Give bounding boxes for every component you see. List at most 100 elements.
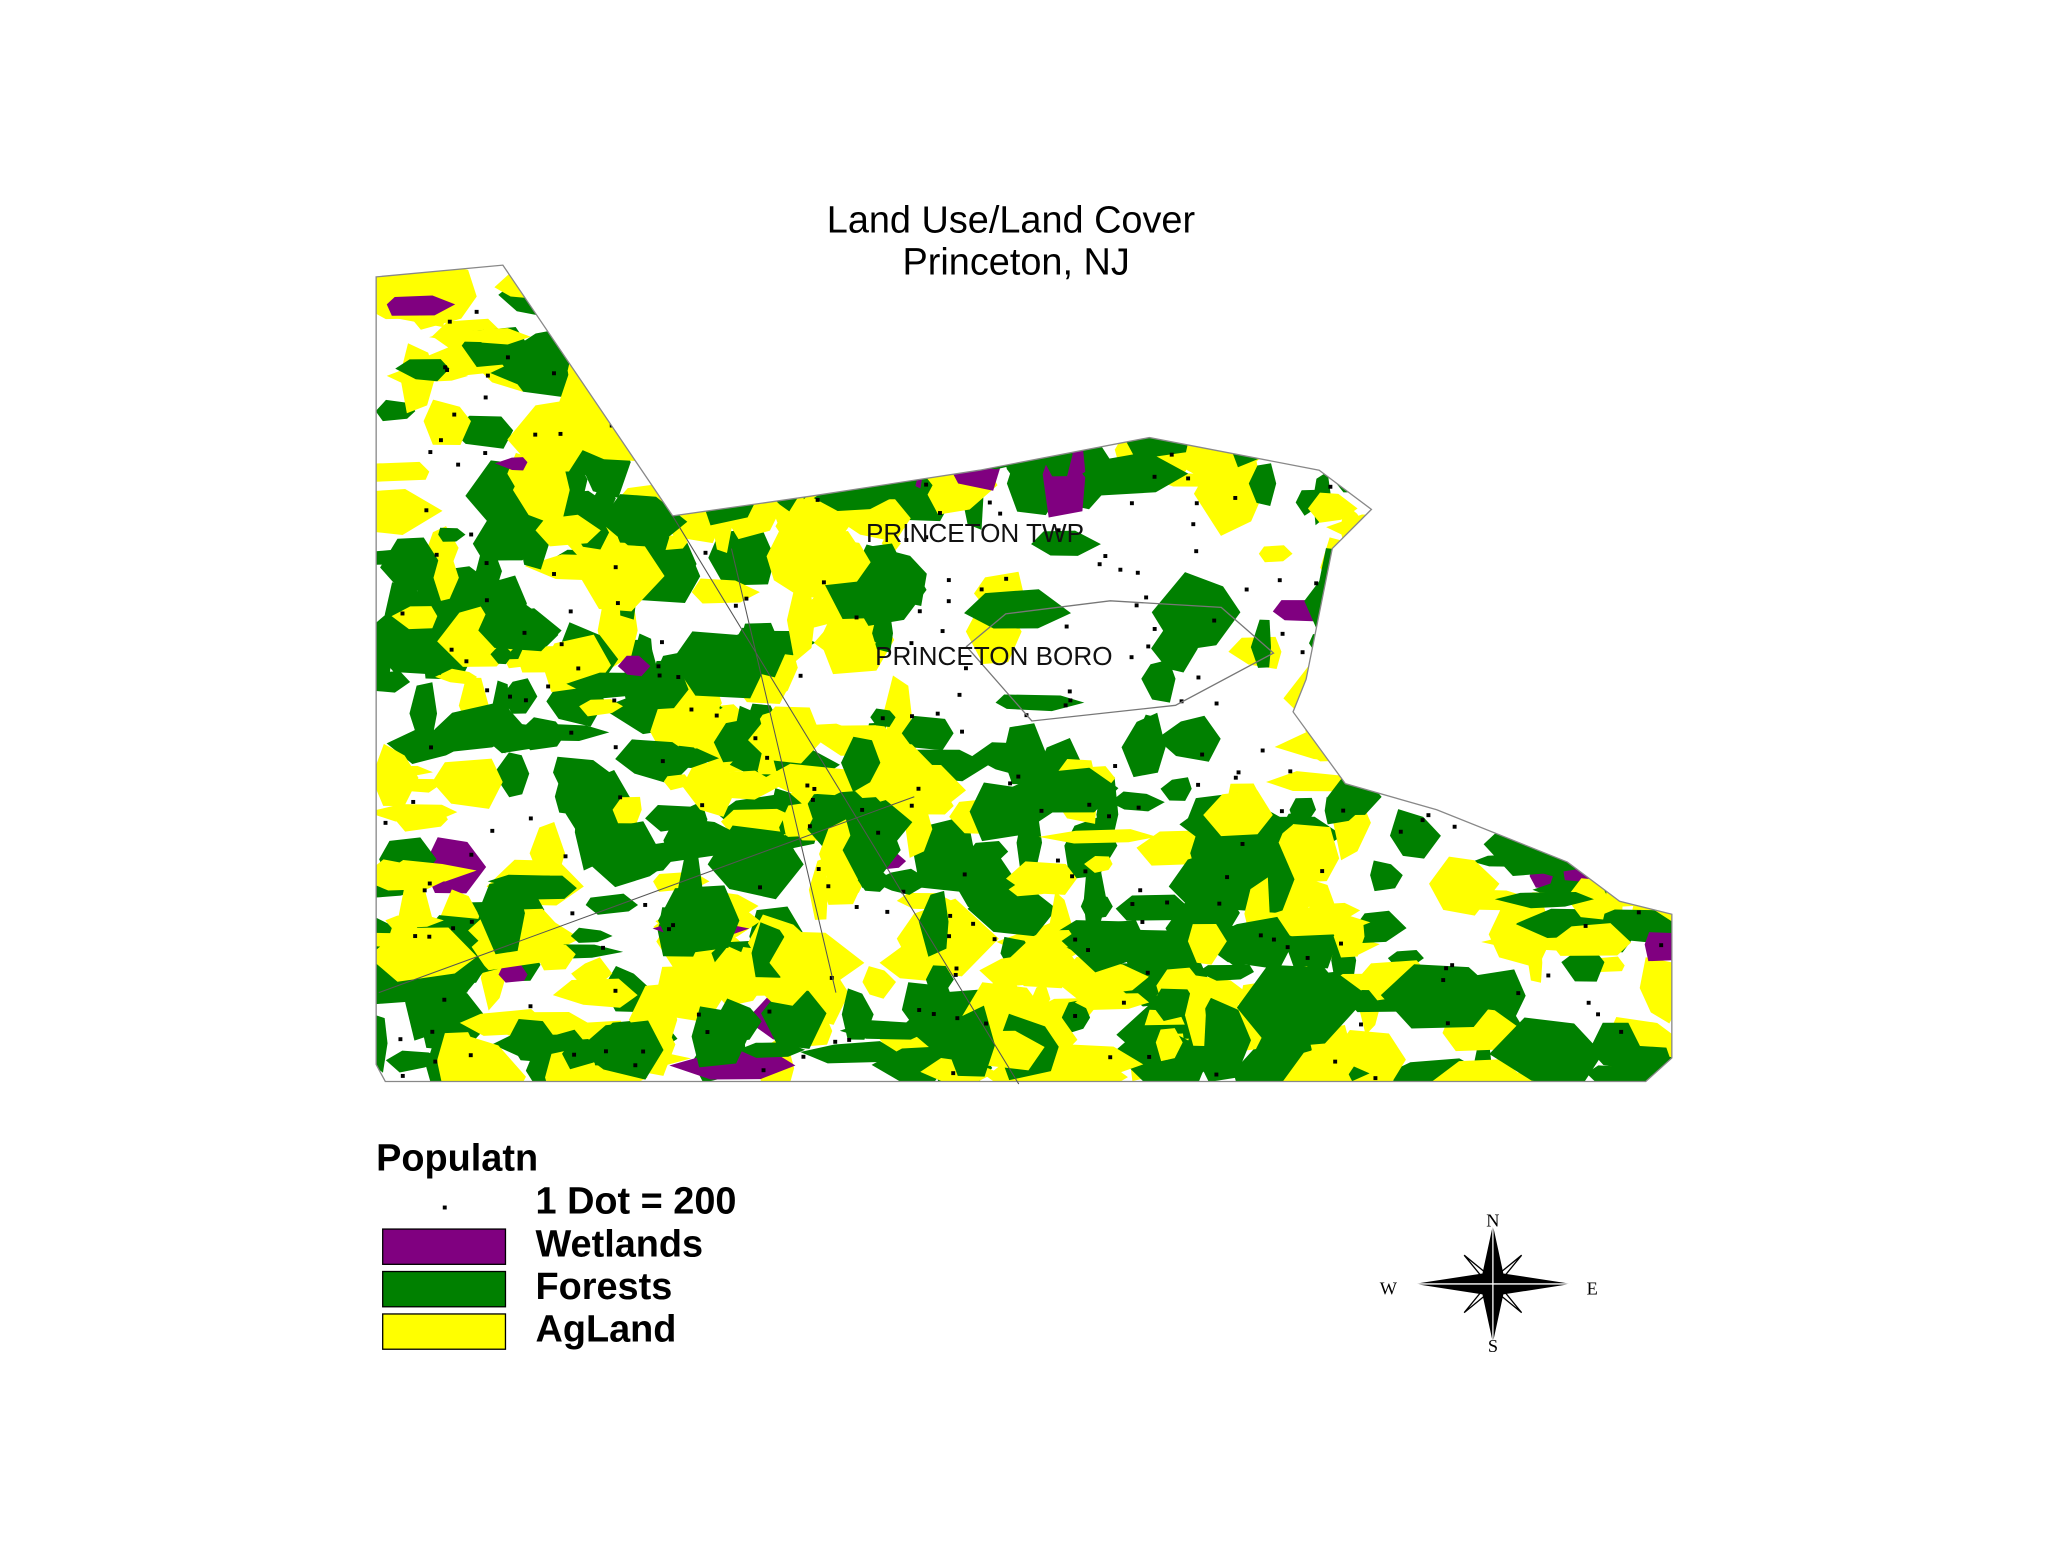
land-patch xyxy=(1611,1056,1672,1069)
population-dot xyxy=(1450,963,1455,968)
population-dot xyxy=(1268,279,1273,284)
population-dot xyxy=(533,432,538,437)
population-dot xyxy=(576,666,581,671)
population-dot xyxy=(1519,521,1523,526)
population-dot xyxy=(1179,699,1184,704)
population-dot xyxy=(909,803,914,808)
population-dot xyxy=(1445,541,1450,546)
population-dot xyxy=(987,500,992,505)
land-patch xyxy=(409,682,438,747)
land-patch xyxy=(1517,268,1539,340)
population-dot xyxy=(552,572,556,576)
land-patch xyxy=(1248,463,1277,506)
land-patch xyxy=(586,361,685,385)
land-patch xyxy=(653,334,780,404)
land-patch xyxy=(1059,956,1149,997)
land-patch xyxy=(1503,908,1522,927)
land-patch xyxy=(535,943,576,971)
population-dot xyxy=(1596,1012,1601,1017)
land-patch xyxy=(433,550,459,601)
land-patch xyxy=(682,761,738,817)
population-dot xyxy=(700,803,705,808)
population-dot xyxy=(1063,703,1068,708)
land-patch xyxy=(1115,894,1191,921)
population-dot xyxy=(806,371,811,375)
population-dot xyxy=(1028,365,1033,370)
land-patch xyxy=(1640,647,1672,690)
land-patch xyxy=(512,451,570,528)
population-dot xyxy=(1621,634,1626,639)
population-dot xyxy=(484,561,489,566)
population-dot xyxy=(960,729,964,734)
population-dot xyxy=(1528,702,1533,707)
land-patch xyxy=(1212,838,1295,914)
land-patch xyxy=(1640,564,1672,607)
land-patch xyxy=(376,489,443,535)
land-patch xyxy=(1258,545,1293,563)
population-dot xyxy=(1510,829,1514,833)
population-dot xyxy=(568,609,573,614)
population-dot xyxy=(1073,1014,1078,1018)
land-patch xyxy=(1380,645,1402,701)
population-dot xyxy=(1276,452,1281,457)
land-patch xyxy=(1371,602,1389,657)
population-dot xyxy=(469,919,474,924)
population-dot xyxy=(1073,937,1078,942)
land-patch xyxy=(552,978,638,1008)
land-patch xyxy=(611,325,708,376)
population-dot xyxy=(1087,802,1092,807)
population-dot xyxy=(505,355,510,360)
population-dot xyxy=(474,309,479,314)
land-patch xyxy=(1413,581,1444,624)
land-patch xyxy=(376,461,430,482)
land-patch xyxy=(1334,420,1364,470)
land-patch xyxy=(654,338,687,362)
population-dot xyxy=(1211,298,1216,303)
population-dot xyxy=(1659,603,1664,608)
population-dot xyxy=(613,565,618,570)
land-patch xyxy=(808,857,828,920)
land-patch xyxy=(1188,382,1268,451)
land-patch xyxy=(1552,632,1622,680)
land-patch xyxy=(732,439,764,458)
land-patch xyxy=(1584,647,1622,715)
population-dot xyxy=(456,462,461,467)
population-dot xyxy=(1469,631,1474,636)
population-dot xyxy=(667,927,671,932)
population-dot xyxy=(765,755,770,760)
population-dot xyxy=(1222,425,1227,430)
population-dot xyxy=(946,599,951,604)
land-patch xyxy=(968,841,1009,864)
population-dot xyxy=(915,433,920,438)
population-dot xyxy=(1339,941,1343,946)
population-dot xyxy=(1470,360,1475,365)
population-dot xyxy=(768,389,773,394)
population-dot xyxy=(1626,480,1631,485)
land-patch xyxy=(1352,645,1484,684)
land-patch xyxy=(1363,706,1410,755)
land-patch xyxy=(529,821,566,885)
population-dot xyxy=(546,684,551,689)
land-patch xyxy=(1020,332,1043,382)
land-patch xyxy=(728,627,787,678)
population-dot xyxy=(1070,874,1075,879)
compass: N S E W xyxy=(1380,1210,1598,1355)
land-patch xyxy=(856,325,912,396)
population-dot xyxy=(1549,526,1554,531)
land-patch xyxy=(1574,805,1671,867)
population-dot xyxy=(1134,603,1139,608)
land-patch xyxy=(848,305,951,353)
land-patch xyxy=(1467,748,1540,818)
land-patch xyxy=(1421,497,1553,512)
land-patch xyxy=(1211,278,1267,348)
land-patch xyxy=(1423,545,1546,564)
population-dot xyxy=(1480,542,1485,547)
population-dot xyxy=(748,430,753,435)
legend-swatch xyxy=(382,1313,507,1350)
population-dot xyxy=(744,596,749,601)
population-dot xyxy=(1508,289,1513,294)
land-patch xyxy=(478,575,527,633)
population-dot xyxy=(964,666,968,671)
land-patch xyxy=(623,405,736,427)
land-patch xyxy=(1516,599,1582,624)
